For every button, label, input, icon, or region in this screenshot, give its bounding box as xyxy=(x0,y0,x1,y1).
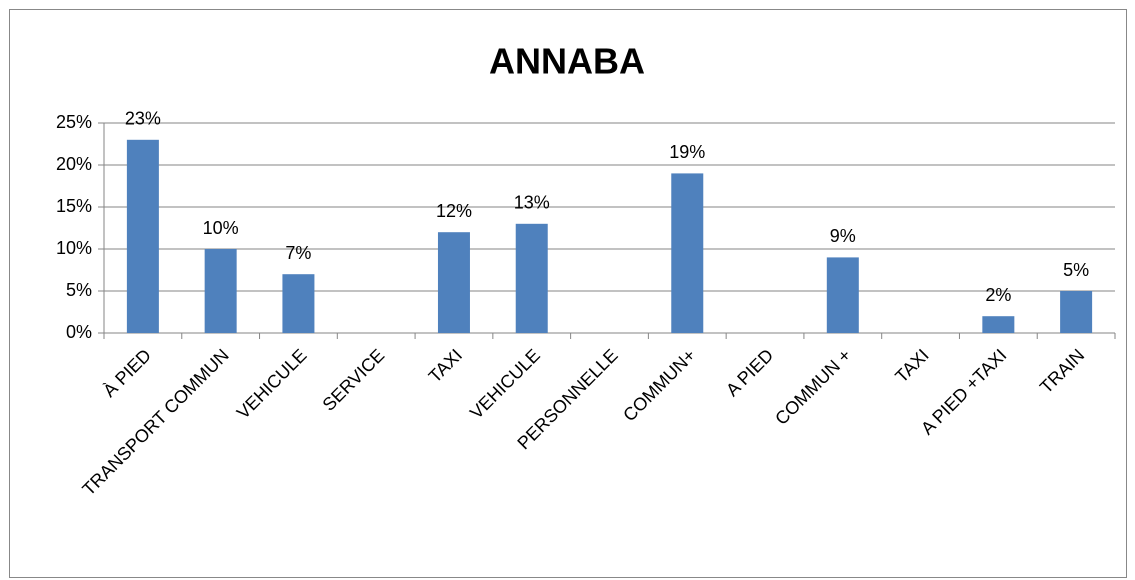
value-label: 2% xyxy=(985,285,1011,305)
value-label: 13% xyxy=(514,193,550,213)
value-label: 19% xyxy=(669,142,705,162)
bar xyxy=(282,274,315,333)
y-tick-label: 5% xyxy=(66,280,92,300)
value-label: 10% xyxy=(203,218,239,238)
bar xyxy=(204,249,237,333)
value-label: 5% xyxy=(1063,260,1089,280)
value-label: 23% xyxy=(125,109,161,129)
bar xyxy=(515,223,548,333)
bar xyxy=(126,139,159,333)
value-label: 9% xyxy=(830,226,856,246)
bar xyxy=(437,232,470,333)
chart-border xyxy=(9,9,1127,578)
chart-title: ANNABA xyxy=(489,41,645,82)
y-tick-label: 20% xyxy=(56,154,92,174)
value-label: 7% xyxy=(285,243,311,263)
y-tick-label: 25% xyxy=(56,112,92,132)
bar xyxy=(671,173,704,333)
bar xyxy=(1060,291,1093,333)
value-label: 12% xyxy=(436,201,472,221)
y-tick-label: 15% xyxy=(56,196,92,216)
bar xyxy=(826,257,859,333)
y-tick-label: 10% xyxy=(56,238,92,258)
bar xyxy=(982,316,1015,333)
y-tick-label: 0% xyxy=(66,322,92,342)
